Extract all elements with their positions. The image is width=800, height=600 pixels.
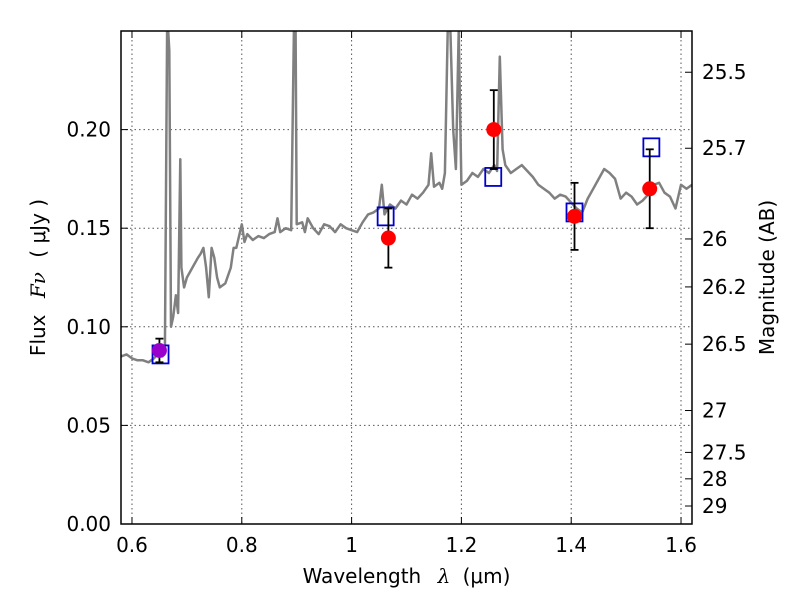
x-tick-label: 1.4 xyxy=(555,533,587,557)
y2-tick-label: 26.2 xyxy=(702,275,747,299)
y-tick-label: 0.00 xyxy=(66,512,111,536)
y2-tick-label: 28 xyxy=(702,467,727,491)
y-tick-label: 0.15 xyxy=(66,216,111,240)
observed-point-marker xyxy=(380,230,396,246)
y-axis-label: Flux Fν ( μJy ) xyxy=(26,199,50,356)
y-axis-label-symbol: Fν xyxy=(26,272,50,299)
photometry-points xyxy=(151,89,661,365)
y2-tick-label: 25.5 xyxy=(702,60,747,84)
observed-point-marker xyxy=(567,208,583,224)
spectrum-line xyxy=(121,31,692,364)
x-axis-label-unit: (μm) xyxy=(463,564,511,588)
spectrum-series xyxy=(121,31,692,364)
x-axis-label-text: Wavelength xyxy=(303,564,422,588)
axis-ticks: 0.6 0.8 1 1.2 1.4 1.6 0.00 0.05 0.10 0.15 0.20 25.5… xyxy=(66,31,747,557)
x-tick-label: 1.6 xyxy=(665,533,697,557)
x-tick-label: 1.2 xyxy=(445,533,477,557)
x-tick-label: 1 xyxy=(345,533,358,557)
y2-tick-label: 27.5 xyxy=(702,440,747,464)
model-square-marker xyxy=(376,206,395,227)
grid-lines xyxy=(121,31,692,524)
y-tick-label: 0.05 xyxy=(66,413,111,437)
y2-tick-label: 26.5 xyxy=(702,332,747,356)
model-square-marker xyxy=(642,137,661,158)
y-axis-label-text: Flux xyxy=(26,314,50,356)
observed-point-marker xyxy=(486,122,502,138)
x-tick-label: 0.8 xyxy=(226,533,258,557)
x-axis-label-symbol: λ xyxy=(437,564,451,588)
observed-point-marker xyxy=(151,342,167,358)
observed-point-marker xyxy=(642,181,658,197)
secondary-y-axis-label: Magnitude (AB) xyxy=(755,200,779,355)
x-axis-label: Wavelength λ (μm) xyxy=(303,564,511,588)
x-tick-label: 0.6 xyxy=(116,533,148,557)
y2-tick-label: 25.7 xyxy=(702,136,747,160)
y2-tick-label: 29 xyxy=(702,494,727,518)
y-tick-label: 0.20 xyxy=(66,118,111,142)
y-axis-label-unit: ( μJy ) xyxy=(26,199,50,258)
plot-frame xyxy=(120,30,693,525)
y2-tick-label: 27 xyxy=(702,399,727,423)
y2-tick-label: 26 xyxy=(702,227,727,251)
y-tick-label: 0.10 xyxy=(66,315,111,339)
